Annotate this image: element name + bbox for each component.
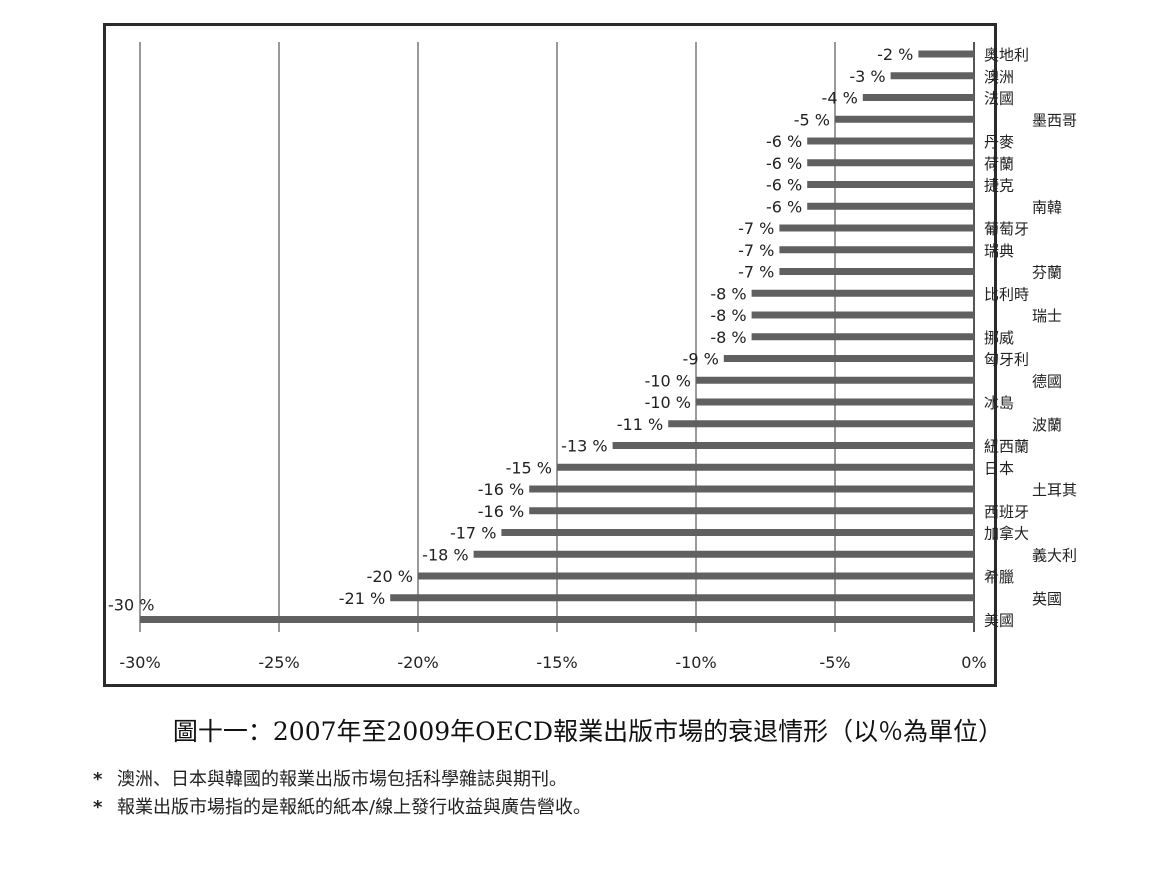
category-label: 葡萄牙 <box>984 220 1029 238</box>
bar <box>807 181 974 188</box>
footnote-2: * 報業出版市場指的是報紙的紙本/線上發行收益與廣告營收。 <box>93 793 591 819</box>
bar <box>779 224 974 232</box>
value-label: -4 % <box>822 89 858 108</box>
bar <box>418 572 974 580</box>
bar <box>751 311 974 319</box>
category-label: 芬蘭 <box>1032 264 1062 282</box>
bar <box>557 463 974 471</box>
value-label: -6 % <box>766 197 802 216</box>
category-label: 法國 <box>984 90 1014 108</box>
value-label: -8 % <box>710 328 746 347</box>
bar <box>723 355 974 362</box>
x-tick-label: -20% <box>397 653 438 672</box>
x-tick-label: -15% <box>536 653 577 672</box>
value-label: -8 % <box>710 284 746 303</box>
bar <box>835 115 974 123</box>
value-label: -21 % <box>339 589 385 608</box>
category-label: 澳洲 <box>984 68 1014 86</box>
bar <box>696 398 974 406</box>
category-label: 奧地利 <box>984 46 1029 64</box>
x-tick-label: -25% <box>258 653 299 672</box>
bar <box>779 246 974 254</box>
value-label: -18 % <box>422 545 468 564</box>
value-label: -10 % <box>645 393 691 412</box>
figure-caption: 圖十一：2007年至2009年OECD報業出版市場的衰退情形（以％為單位） <box>172 717 1004 746</box>
category-label: 南韓 <box>1032 198 1062 216</box>
x-tick-label: 0% <box>961 653 986 672</box>
bar <box>807 137 974 145</box>
bar <box>862 94 974 101</box>
bar <box>696 376 974 384</box>
value-label: -8 % <box>710 306 746 325</box>
bar <box>779 268 974 275</box>
value-label: -6 % <box>766 176 802 195</box>
category-label: 瑞典 <box>984 242 1014 260</box>
value-label: -16 % <box>478 480 524 499</box>
bar <box>668 420 974 428</box>
value-label: -3 % <box>849 67 885 86</box>
value-label: -5 % <box>794 110 830 129</box>
bar <box>140 616 974 623</box>
category-label: 冰島 <box>984 394 1014 412</box>
footnote-star: * <box>93 797 103 818</box>
bar <box>751 333 974 341</box>
bar <box>918 50 974 58</box>
bar <box>529 507 974 515</box>
x-tick-label: -30% <box>119 653 160 672</box>
category-label: 丹麥 <box>984 133 1014 151</box>
category-label: 捷克 <box>984 177 1014 195</box>
category-label: 墨西哥 <box>1032 111 1077 129</box>
bar <box>612 442 974 449</box>
bar <box>529 485 974 493</box>
category-label: 德國 <box>1032 372 1062 390</box>
bar <box>751 289 974 297</box>
x-tick-label: -5% <box>819 653 850 672</box>
value-label: -7 % <box>738 263 774 282</box>
category-label: 土耳其 <box>1032 481 1077 499</box>
category-label: 英國 <box>1032 590 1062 608</box>
value-label: -13 % <box>561 437 607 456</box>
value-label: -20 % <box>367 567 413 586</box>
category-label: 日本 <box>984 459 1014 477</box>
value-label: -16 % <box>478 502 524 521</box>
value-label: -15 % <box>506 458 552 477</box>
category-label: 匈牙利 <box>984 351 1029 369</box>
value-label: -17 % <box>450 524 496 543</box>
category-label: 西班牙 <box>984 503 1029 521</box>
bar <box>390 594 974 602</box>
bar <box>807 202 974 210</box>
category-label: 荷蘭 <box>984 155 1014 173</box>
category-label: 比利時 <box>984 285 1029 303</box>
value-label: -10 % <box>645 371 691 390</box>
value-label: -6 % <box>766 154 802 173</box>
value-label: -2 % <box>877 45 913 64</box>
footnote-text: 澳洲、日本與韓國的報業出版市場包括科學雜誌與期刊。 <box>117 769 567 790</box>
category-label: 瑞士 <box>1032 307 1062 325</box>
category-label: 希臘 <box>984 568 1014 586</box>
category-label: 美國 <box>984 612 1014 630</box>
footnote-text: 報業出版市場指的是報紙的紙本/線上發行收益與廣告營收。 <box>117 797 592 818</box>
value-label: -7 % <box>738 241 774 260</box>
bar <box>890 72 974 80</box>
value-label: -11 % <box>617 415 663 434</box>
bar <box>807 159 974 167</box>
value-label: -30 % <box>108 596 154 615</box>
category-label: 挪威 <box>984 329 1014 347</box>
category-label: 加拿大 <box>984 525 1029 543</box>
bar <box>501 529 974 536</box>
bar <box>473 550 974 558</box>
category-label: 義大利 <box>1032 546 1077 564</box>
value-label: -9 % <box>683 350 719 369</box>
footnote-star: * <box>93 769 103 790</box>
x-tick-label: -10% <box>675 653 716 672</box>
footnote-1: * 澳洲、日本與韓國的報業出版市場包括科學雜誌與期刊。 <box>93 765 567 791</box>
value-label: -6 % <box>766 132 802 151</box>
category-label: 紐西蘭 <box>984 438 1029 456</box>
category-label: 波蘭 <box>1032 416 1062 434</box>
value-label: -7 % <box>738 219 774 238</box>
